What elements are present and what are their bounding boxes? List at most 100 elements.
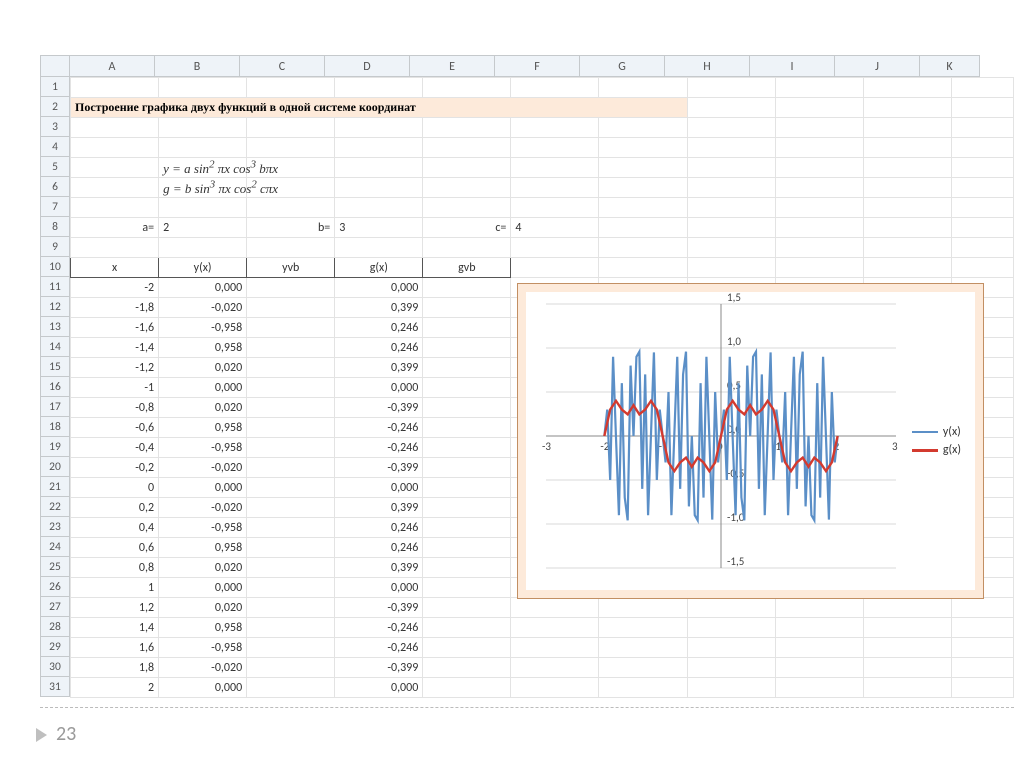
cell-E7[interactable]: [423, 198, 511, 218]
col-header-A[interactable]: A: [70, 55, 155, 77]
col-header-H[interactable]: H: [665, 55, 750, 77]
cell-H6[interactable]: [687, 178, 775, 198]
cell-E31[interactable]: [423, 678, 511, 698]
cell-F8[interactable]: 4: [511, 218, 599, 238]
cell-C20[interactable]: [247, 458, 335, 478]
cell-B29[interactable]: -0,958: [159, 638, 247, 658]
row-header-20[interactable]: 20: [40, 457, 70, 477]
cell-C11[interactable]: [247, 278, 335, 298]
row-header-12[interactable]: 12: [40, 297, 70, 317]
cell-C15[interactable]: [247, 358, 335, 378]
cell-H10[interactable]: [687, 258, 775, 278]
cell-G10[interactable]: [599, 258, 687, 278]
cell-I27[interactable]: [775, 598, 863, 618]
cell-K8[interactable]: [951, 218, 1013, 238]
cell-C31[interactable]: [247, 678, 335, 698]
cell-E11[interactable]: [423, 278, 511, 298]
cell-A10[interactable]: x: [71, 258, 159, 278]
cell-H3[interactable]: [687, 118, 775, 138]
cell-G27[interactable]: [599, 598, 687, 618]
cell-H30[interactable]: [687, 658, 775, 678]
cell-C26[interactable]: [247, 578, 335, 598]
cell-D18[interactable]: -0,246: [335, 418, 423, 438]
cell-H4[interactable]: [687, 138, 775, 158]
cell-A28[interactable]: 1,4: [71, 618, 159, 638]
cell-A20[interactable]: -0,2: [71, 458, 159, 478]
row-header-6[interactable]: 6: [40, 177, 70, 197]
cell-A17[interactable]: -0,8: [71, 398, 159, 418]
row-header-5[interactable]: 5: [40, 157, 70, 177]
cell-B18[interactable]: 0,958: [159, 418, 247, 438]
cell-E22[interactable]: [423, 498, 511, 518]
cell-J28[interactable]: [863, 618, 951, 638]
cell-B16[interactable]: 0,000: [159, 378, 247, 398]
cell-G3[interactable]: [599, 118, 687, 138]
cell-E19[interactable]: [423, 438, 511, 458]
cell-E27[interactable]: [423, 598, 511, 618]
cell-E14[interactable]: [423, 338, 511, 358]
cell-E24[interactable]: [423, 538, 511, 558]
cell-D31[interactable]: 0,000: [335, 678, 423, 698]
chart-container[interactable]: -1,5-1,0-0,50,00,51,01,5-3-2-10123 y(x) …: [517, 283, 984, 599]
cell-B8[interactable]: 2: [159, 218, 247, 238]
cell-D22[interactable]: 0,399: [335, 498, 423, 518]
cell-K5[interactable]: [951, 158, 1013, 178]
cell-D15[interactable]: 0,399: [335, 358, 423, 378]
cell-A9[interactable]: [71, 238, 159, 258]
row-header-3[interactable]: 3: [40, 117, 70, 137]
cell-J1[interactable]: [863, 78, 951, 98]
row-header-22[interactable]: 22: [40, 497, 70, 517]
cell-D26[interactable]: 0,000: [335, 578, 423, 598]
cell-C24[interactable]: [247, 538, 335, 558]
cell-F31[interactable]: [511, 678, 599, 698]
cell-F6[interactable]: [511, 178, 599, 198]
cell-A12[interactable]: -1,8: [71, 298, 159, 318]
cell-E25[interactable]: [423, 558, 511, 578]
cell-K28[interactable]: [951, 618, 1013, 638]
row-header-25[interactable]: 25: [40, 557, 70, 577]
cell-D5[interactable]: [335, 158, 423, 178]
row-header-28[interactable]: 28: [40, 617, 70, 637]
cell-A13[interactable]: -1,6: [71, 318, 159, 338]
cell-I9[interactable]: [775, 238, 863, 258]
cell-C8[interactable]: b=: [247, 218, 335, 238]
cell-K6[interactable]: [951, 178, 1013, 198]
cell-J7[interactable]: [863, 198, 951, 218]
col-header-B[interactable]: B: [155, 55, 240, 77]
cell-D20[interactable]: -0,399: [335, 458, 423, 478]
cell-E6[interactable]: [423, 178, 511, 198]
cell-E18[interactable]: [423, 418, 511, 438]
cell-J29[interactable]: [863, 638, 951, 658]
row-header-19[interactable]: 19: [40, 437, 70, 457]
cell-I5[interactable]: [775, 158, 863, 178]
cell-I28[interactable]: [775, 618, 863, 638]
cell-K29[interactable]: [951, 638, 1013, 658]
cell-F5[interactable]: [511, 158, 599, 178]
cell-B11[interactable]: 0,000: [159, 278, 247, 298]
col-header-K[interactable]: K: [920, 55, 980, 77]
row-header-17[interactable]: 17: [40, 397, 70, 417]
col-header-E[interactable]: E: [410, 55, 495, 77]
cell-J10[interactable]: [863, 258, 951, 278]
cell-A19[interactable]: -0,4: [71, 438, 159, 458]
cell-E5[interactable]: [423, 158, 511, 178]
cell-C9[interactable]: [247, 238, 335, 258]
cell-A30[interactable]: 1,8: [71, 658, 159, 678]
cell-C22[interactable]: [247, 498, 335, 518]
cell-H27[interactable]: [687, 598, 775, 618]
cell-J8[interactable]: [863, 218, 951, 238]
cell-B30[interactable]: -0,020: [159, 658, 247, 678]
cell-D9[interactable]: [335, 238, 423, 258]
cell-K27[interactable]: [951, 598, 1013, 618]
cell-I29[interactable]: [775, 638, 863, 658]
cell-D3[interactable]: [335, 118, 423, 138]
cell-B14[interactable]: 0,958: [159, 338, 247, 358]
cell-D27[interactable]: -0,399: [335, 598, 423, 618]
cell-D24[interactable]: 0,246: [335, 538, 423, 558]
cell-D25[interactable]: 0,399: [335, 558, 423, 578]
row-header-14[interactable]: 14: [40, 337, 70, 357]
row-header-27[interactable]: 27: [40, 597, 70, 617]
row-header-4[interactable]: 4: [40, 137, 70, 157]
cell-B7[interactable]: [159, 198, 247, 218]
cell-F7[interactable]: [511, 198, 599, 218]
